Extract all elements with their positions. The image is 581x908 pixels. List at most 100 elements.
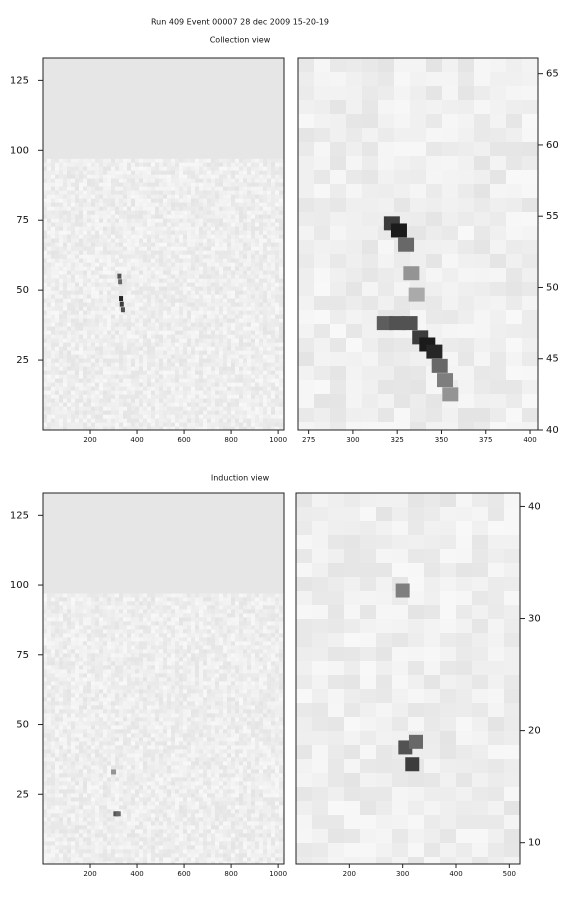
noise-cell (227, 238, 231, 243)
noise-cell (219, 314, 223, 319)
noise-cell (83, 358, 87, 363)
noise-cell (330, 408, 346, 422)
noise-cell (275, 322, 279, 327)
noise-cell (127, 298, 131, 303)
noise-cell (87, 422, 91, 427)
noise-cell (207, 358, 211, 363)
noise-cell (231, 166, 235, 171)
noise-cell (103, 270, 107, 275)
noise-cell (251, 162, 255, 167)
noise-cell (115, 386, 119, 391)
noise-cell (219, 597, 223, 602)
noise-cell (155, 358, 159, 363)
noise-cell (175, 190, 179, 195)
noise-cell (167, 613, 171, 618)
noise-cell (155, 162, 159, 167)
noise-cell (330, 366, 346, 380)
noise-cell (127, 290, 131, 295)
noise-cell (187, 382, 191, 387)
noise-cell (135, 386, 139, 391)
noise-cell (115, 202, 119, 207)
noise-cell (279, 278, 283, 283)
noise-cell (91, 174, 95, 179)
noise-cell (83, 262, 87, 267)
noise-cell (123, 230, 127, 235)
noise-cell (139, 334, 143, 339)
noise-cell (215, 390, 219, 395)
noise-cell (255, 170, 259, 175)
noise-cell (127, 306, 131, 311)
noise-cell (155, 190, 159, 195)
noise-cell (211, 230, 215, 235)
noise-cell (167, 278, 171, 283)
noise-cell (263, 190, 267, 195)
noise-cell (199, 282, 203, 287)
noise-cell (211, 194, 215, 199)
noise-cell (155, 402, 159, 407)
noise-cell (175, 298, 179, 303)
noise-cell (243, 262, 247, 267)
noise-cell (67, 378, 71, 383)
noise-cell (203, 374, 207, 379)
noise-cell (187, 406, 191, 411)
noise-cell (211, 238, 215, 243)
noise-cell (107, 374, 111, 379)
noise-cell (147, 202, 151, 207)
noise-cell (47, 278, 51, 283)
noise-cell (195, 166, 199, 171)
noise-cell (394, 408, 410, 422)
noise-cell (63, 206, 67, 211)
noise-cell (107, 238, 111, 243)
noise-cell (83, 362, 87, 367)
noise-cell (195, 158, 199, 163)
noise-cell (91, 410, 95, 415)
noise-cell (215, 174, 219, 179)
noise-cell (215, 274, 219, 279)
noise-cell (99, 358, 103, 363)
noise-cell (91, 270, 95, 275)
noise-cell (243, 258, 247, 263)
noise-cell (107, 358, 111, 363)
noise-cell (111, 250, 115, 255)
noise-cell (119, 398, 123, 403)
noise-cell (71, 314, 75, 319)
noise-cell (215, 350, 219, 355)
noise-cell (51, 166, 55, 171)
noise-cell (259, 238, 263, 243)
noise-cell (271, 342, 275, 347)
noise-cell (187, 390, 191, 395)
noise-cell (219, 386, 223, 391)
noise-cell (151, 422, 155, 427)
noise-cell (199, 214, 203, 219)
noise-cell (71, 270, 75, 275)
noise-cell (115, 382, 119, 387)
noise-cell (67, 326, 71, 331)
noise-cell (167, 210, 171, 215)
noise-cell (227, 394, 231, 399)
noise-cell (59, 294, 63, 299)
noise-cell (95, 274, 99, 279)
noise-cell (139, 274, 143, 279)
noise-cell (131, 226, 135, 231)
noise-cell (275, 593, 279, 598)
noise-cell (139, 302, 143, 307)
noise-cell (179, 206, 183, 211)
noise-cell (99, 310, 103, 315)
noise-cell (255, 198, 259, 203)
noise-cell (67, 226, 71, 231)
noise-cell (79, 306, 83, 311)
noise-cell (51, 182, 55, 187)
noise-cell (219, 158, 223, 163)
noise-cell (87, 210, 91, 215)
noise-cell (123, 258, 127, 263)
noise-cell (139, 282, 143, 287)
noise-cell (95, 338, 99, 343)
noise-cell (227, 254, 231, 259)
noise-cell (51, 322, 55, 327)
noise-cell (91, 190, 95, 195)
noise-cell (171, 290, 175, 295)
noise-cell (83, 186, 87, 191)
noise-cell (195, 246, 199, 251)
noise-cell (175, 218, 179, 223)
noise-cell (279, 306, 283, 311)
